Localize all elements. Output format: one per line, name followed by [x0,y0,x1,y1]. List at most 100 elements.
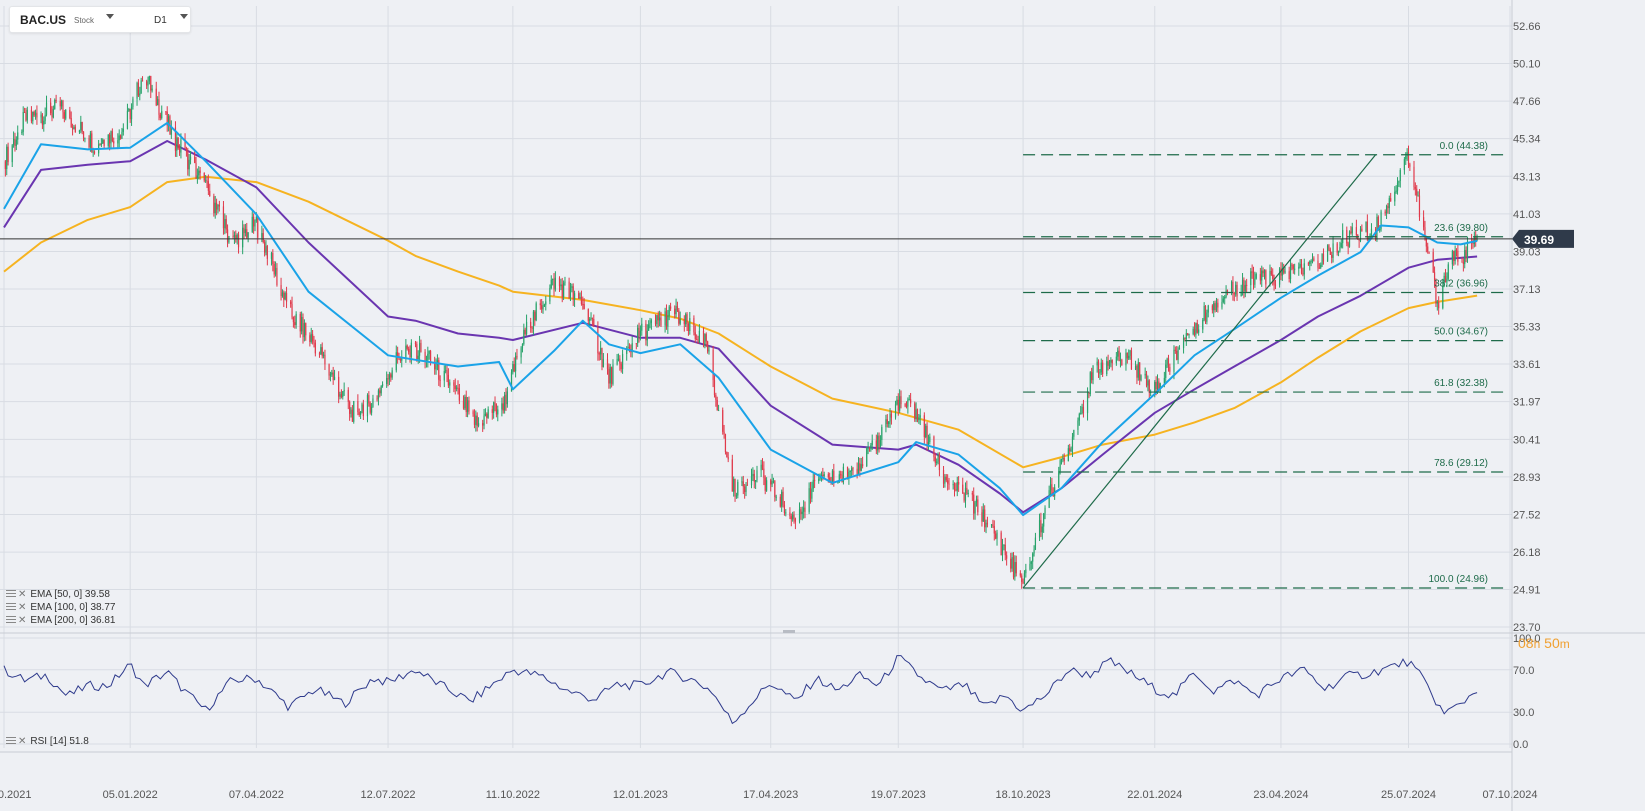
candle-body [560,284,562,287]
candle-body [1377,216,1379,230]
candle-body [1136,365,1138,378]
candle-body [113,141,115,144]
candle-body [206,180,208,182]
candle-body [438,360,440,380]
candle-body [667,315,669,327]
y-tick-label: 45.34 [1513,134,1541,146]
indicator-legend-rsi[interactable]: ✕ RSI [14] 51.8 [6,736,89,747]
candle-body [766,480,768,491]
candle-body [254,220,256,227]
candle-body [128,108,130,111]
candle-body [482,423,484,426]
candle-body [705,334,707,342]
candle-body [848,471,850,479]
candle-body [1080,413,1082,415]
candle-body [1185,333,1187,340]
candle-body [515,355,517,372]
candle-body [1192,328,1194,335]
candle-body [1070,449,1072,452]
fib-level-label: 61.8 (32.38) [1434,378,1488,389]
candle-body [1336,243,1338,253]
candle-body [1413,166,1415,188]
candle-body [1163,377,1165,384]
settings-icon[interactable] [6,603,16,612]
y-tick-label: 23.70 [1513,622,1541,634]
y-tick-label: 37.13 [1513,284,1541,296]
settings-icon[interactable] [6,590,16,599]
candle-body [569,287,572,299]
candle-body [553,278,555,290]
timeframe-dropdown-icon[interactable] [180,14,188,19]
symbol-selector[interactable]: BAC.US Stock D1 [9,6,191,33]
candle-body [602,359,604,367]
x-tick-label: 17.04.2023 [743,789,798,801]
candle-body [1294,268,1296,270]
candle-body [213,196,215,214]
candle-body [14,138,16,146]
candle-body [542,306,544,310]
candle-body [73,126,75,130]
candle-body [1435,280,1437,304]
candle-body [139,93,141,96]
y-tick-label: 35.33 [1513,321,1541,333]
close-icon[interactable]: ✕ [18,736,27,747]
candle-body [1022,581,1024,584]
candle-body [1119,359,1122,361]
candle-body [246,229,248,238]
candle-body [1351,227,1353,234]
rsi-tick-label: 100.0 [1513,633,1541,645]
candle-body [1309,261,1311,264]
candle-body [993,526,995,534]
candle-body [589,318,591,321]
candle-body [942,470,945,484]
candle-body [43,120,45,125]
candle-body [1077,420,1079,430]
settings-icon[interactable] [6,737,16,746]
candle-body [366,395,369,417]
candle-body [21,131,23,133]
candle-body [792,514,794,520]
candle-body [262,233,264,243]
candle-body [203,172,205,181]
indicator-legend-ema100[interactable]: ✕ EMA [100, 0] 38.77 [6,602,115,613]
candle-body [760,464,762,471]
candle-body [25,113,27,121]
indicator-params: [100, 0] [54,602,88,613]
candle-body [381,383,384,386]
candle-body [1284,271,1286,273]
candle-body [409,352,411,358]
symbol-dropdown-icon[interactable] [106,14,114,19]
candle-body [486,413,488,418]
fibonacci-retracement[interactable]: 0.0 (44.38) 23.6 (39.80) 38.2 (36.96) 50.0 … [1022,141,1509,589]
candle-body [59,100,61,107]
candle-body [1313,258,1315,261]
close-icon[interactable]: ✕ [18,589,27,600]
close-icon[interactable]: ✕ [18,602,27,613]
candle-body [1126,352,1128,359]
candle-body [30,109,33,122]
candle-body [170,127,172,135]
candle-body [1144,373,1146,376]
candle-body [1006,555,1008,559]
indicator-legend-ema50[interactable]: ✕ EMA [50, 0] 39.58 [6,589,110,600]
candle-body [140,80,142,94]
settings-icon[interactable] [6,616,16,625]
indicator-legend-ema200[interactable]: ✕ EMA [200, 0] 36.81 [6,615,115,626]
candle-body [606,359,609,370]
candle-body [914,403,916,420]
candle-body [1283,268,1285,273]
indicator-label: EMA [30,589,52,600]
x-tick-label: 05.01.2022 [103,789,158,801]
y-tick-label: 30.41 [1513,434,1541,446]
y-tick-label: 43.13 [1513,171,1541,183]
candle-body [1300,263,1303,274]
close-icon[interactable]: ✕ [18,615,27,626]
candle-body [752,473,754,477]
timeframe-label[interactable]: D1 [154,15,167,26]
candle-body [1379,229,1381,231]
candle-body [1261,270,1263,281]
candle-body [669,306,672,309]
indicator-label: RSI [30,736,48,747]
symbol-name[interactable]: BAC.US [20,13,67,27]
